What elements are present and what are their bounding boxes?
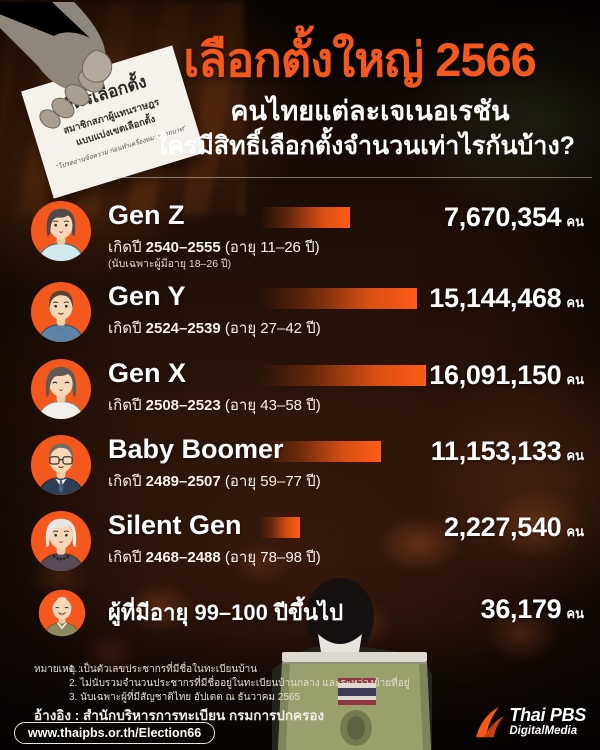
elderly-man-avatar-icon [38, 589, 86, 637]
gen-x-avatar-icon [30, 358, 92, 420]
notes-label: หมายเหตุ : [34, 664, 81, 675]
value-bar [260, 207, 350, 228]
generation-name: Baby Boomer [108, 434, 284, 464]
row-age-99-plus: ผู้ที่มีอายุ 99–100 ปีขึ้นไป 36,179 คน [0, 585, 600, 663]
generation-name: Gen Y [108, 281, 186, 311]
row-silent-gen: Silent Gen เกิดปี 2468–2488 (อายุ 78–98 … [0, 508, 600, 586]
silent-gen-avatar-icon [30, 510, 92, 572]
note-item-1: 1. เป็นตัวเลขประชากรที่มีชื่อในทะเบียนบ้… [69, 664, 258, 675]
generation-name: Gen X [108, 358, 187, 388]
reference-text: อ้างอิง : สำนักบริหารการทะเบียน กรมการปก… [34, 708, 325, 723]
header-divider [112, 177, 592, 178]
voter-count: 36,179 คน [480, 594, 584, 624]
birth-year-label: เกิดปี 2524–2539 (อายุ 27–42 ปี) [108, 320, 321, 337]
unit-label: คน [566, 606, 584, 621]
eligibility-note: (นับเฉพาะผู้มีอายุ 18–26 ปี) [108, 258, 232, 270]
birth-year-label: เกิดปี 2508–2523 (อายุ 43–58 ปี) [108, 397, 321, 414]
logo-text: Thai PBS DigitalMedia [509, 706, 586, 738]
gen-z-avatar-icon [30, 200, 92, 262]
page-subtitle: คนไทยแต่ละเจเนอเรชัน [230, 96, 510, 126]
note-item-3: 3. นับเฉพาะผู้ที่มีสัญชาติไทย อัปเดต ณ ธ… [69, 692, 301, 703]
unit-label: คน [566, 214, 584, 229]
generation-name: Gen Z [108, 200, 185, 230]
generation-name: Silent Gen [108, 510, 242, 540]
voting-booth-image [272, 578, 432, 750]
note-item-2: 2. ไม่นับรวมจำนวนประชากรที่มีชื่ออยู่ในท… [69, 678, 410, 689]
value-bar [260, 517, 300, 538]
voter-count: 11,153,133 คน [430, 436, 584, 466]
birth-year-label: เกิดปี 2489–2507 (อายุ 59–77 ปี) [108, 473, 321, 490]
hand-holding-ballot-icon [0, 2, 113, 129]
birth-year-label: เกิดปี 2540–2555 (อายุ 11–26 ปี) [108, 239, 320, 256]
page-question: ใครมีสิทธิ์เลือกตั้งจำนวนเท่าไรกันบ้าง? [155, 132, 575, 160]
unit-label: คน [566, 372, 584, 387]
baby-boomer-avatar-icon [30, 434, 92, 496]
row-gen-z: Gen Z เกิดปี 2540–2555 (อายุ 11–26 ปี) (… [0, 198, 600, 276]
unit-label: คน [566, 524, 584, 539]
value-bar [260, 288, 417, 309]
row-gen-y: Gen Y เกิดปี 2524–2539 (อายุ 27–42 ปี) 1… [0, 279, 600, 357]
row-baby-boomer: Baby Boomer เกิดปี 2489–2507 (อายุ 59–77… [0, 432, 600, 510]
generation-name: ผู้ที่มีอายุ 99–100 ปีขึ้นไป [108, 600, 344, 625]
voter-count: 2,227,540 คน [443, 512, 584, 542]
url-pill[interactable]: www.thaipbs.or.th/Election66 [14, 722, 216, 744]
value-bar [260, 365, 426, 386]
voter-count: 7,670,354 คน [443, 202, 584, 232]
birth-year-label: เกิดปี 2468–2488 (อายุ 78–98 ปี) [108, 549, 321, 566]
logo-flame-icon [476, 706, 505, 738]
value-bar [260, 441, 381, 462]
gen-y-avatar-icon [30, 281, 92, 343]
logo-line1: Thai PBS [509, 705, 586, 726]
voter-count: 15,144,468 คน [429, 283, 584, 313]
voter-count: 16,091,150 คน [429, 360, 584, 390]
unit-label: คน [566, 295, 584, 310]
thaipbs-logo: Thai PBS DigitalMedia [471, 703, 586, 741]
page-title: เลือกตั้งใหญ่ 2566 [183, 33, 537, 86]
logo-line2: DigitalMedia [509, 725, 578, 738]
unit-label: คน [566, 448, 584, 463]
row-gen-x: Gen X เกิดปี 2508–2523 (อายุ 43–58 ปี) 1… [0, 356, 600, 434]
